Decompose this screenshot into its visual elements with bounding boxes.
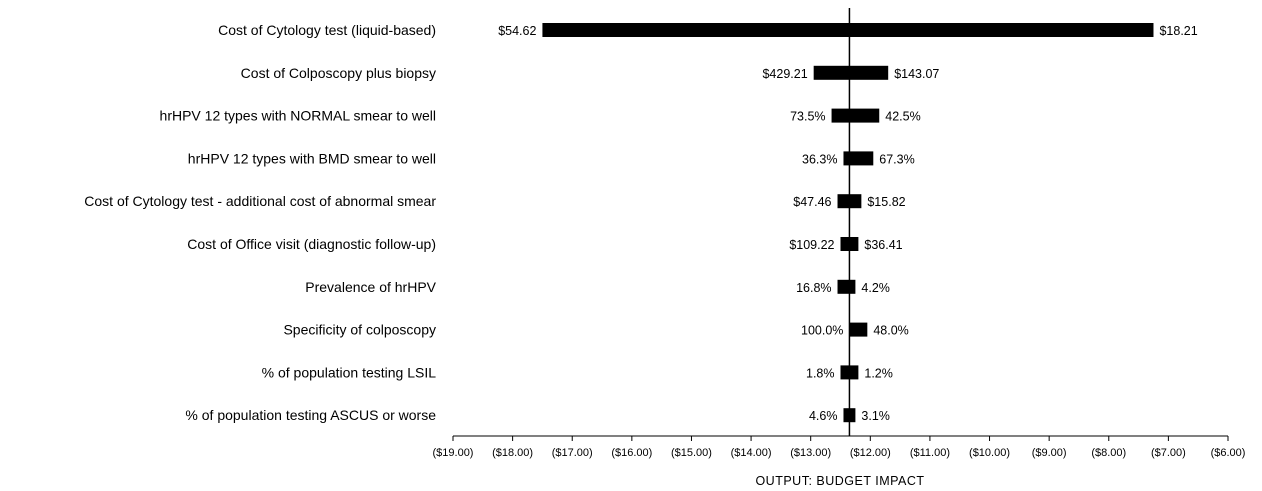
bar-7	[849, 322, 868, 337]
x-tick-label-10: ($9.00)	[1032, 447, 1067, 459]
x-tick-label-2: ($17.00)	[552, 447, 593, 459]
x-axis: ($19.00) ($18.00) ($17.00) ($16.00) ($15.00)…	[433, 8, 1246, 459]
low-value-label-9: 4.6%	[809, 409, 838, 423]
high-value-label-6: 4.2%	[861, 281, 890, 295]
bar-6	[837, 279, 856, 294]
high-value-label-9: 3.1%	[861, 409, 890, 423]
low-value-label-4: $47.46	[793, 195, 831, 209]
x-tick-label-9: ($10.00)	[969, 447, 1010, 459]
category-label-9: % of population testing ASCUS or worse	[185, 407, 436, 423]
low-value-label-2: 73.5%	[790, 110, 825, 124]
bar-1	[813, 65, 889, 80]
x-axis-title: OUTPUT: BUDGET IMPACT	[755, 474, 924, 488]
high-value-label-4: $15.82	[867, 195, 905, 209]
bar-2	[831, 108, 880, 123]
high-value-label-8: 1.2%	[864, 366, 893, 380]
x-tick-label-3: ($16.00)	[611, 447, 652, 459]
low-value-label-8: 1.8%	[806, 366, 835, 380]
high-value-label-1: $143.07	[894, 67, 939, 81]
low-value-label-1: $429.21	[762, 67, 807, 81]
high-value-label-0: $18.21	[1159, 24, 1197, 38]
bar-3	[843, 151, 874, 166]
category-label-6: Prevalence of hrHPV	[305, 279, 436, 295]
low-value-label-6: 16.8%	[796, 281, 831, 295]
x-tick-label-5: ($14.00)	[731, 447, 772, 459]
x-tick-label-1: ($18.00)	[492, 447, 533, 459]
x-tick-label-11: ($8.00)	[1091, 447, 1126, 459]
x-tick-label-6: ($13.00)	[790, 447, 831, 459]
low-value-label-0: $54.62	[498, 24, 536, 38]
labels-layer: Cost of Cytology test (liquid-based) $54.…	[84, 22, 1197, 423]
category-label-8: % of population testing LSIL	[262, 364, 437, 380]
category-label-7: Specificity of colposcopy	[283, 322, 436, 338]
low-value-label-3: 36.3%	[802, 152, 837, 166]
high-value-label-7: 48.0%	[873, 324, 908, 338]
bars-layer	[542, 23, 1154, 423]
low-value-label-7: 100.0%	[801, 324, 843, 338]
x-tick-label-0: ($19.00)	[433, 447, 474, 459]
category-label-5: Cost of Office visit (diagnostic follow-…	[187, 236, 436, 252]
low-value-label-5: $109.22	[789, 238, 834, 252]
category-label-0: Cost of Cytology test (liquid-based)	[218, 22, 436, 38]
high-value-label-5: $36.41	[864, 238, 902, 252]
high-value-label-2: 42.5%	[885, 110, 920, 124]
x-tick-label-13: ($6.00)	[1211, 447, 1246, 459]
category-label-3: hrHPV 12 types with BMD smear to well	[188, 150, 436, 166]
x-tick-label-8: ($11.00)	[910, 447, 950, 459]
high-value-label-3: 67.3%	[879, 152, 914, 166]
bar-0	[542, 23, 1154, 37]
x-tick-label-7: ($12.00)	[850, 447, 891, 459]
x-tick-label-4: ($15.00)	[671, 447, 712, 459]
x-tick-label-12: ($7.00)	[1151, 447, 1186, 459]
category-label-4: Cost of Cytology test - additional cost …	[84, 193, 436, 209]
category-label-2: hrHPV 12 types with NORMAL smear to well	[160, 108, 436, 124]
category-label-1: Cost of Colposcopy plus biopsy	[241, 65, 436, 81]
